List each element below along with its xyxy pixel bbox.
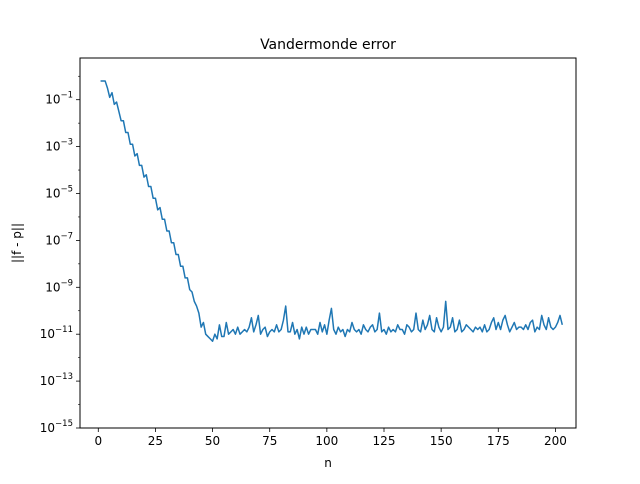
- x-tick-label: 175: [487, 434, 510, 448]
- x-axis-label: n: [324, 456, 332, 470]
- chart-title: Vandermonde error: [260, 37, 396, 53]
- y-tick-label: 10−3: [45, 138, 73, 154]
- y-axis: 10−1 10−3 10−5 10−7 10−9 10−11 10−13 10−15: [40, 75, 80, 435]
- x-tick-label: 50: [205, 434, 220, 448]
- series-layer: [100, 80, 564, 342]
- y-tick-label: 10−1: [45, 91, 73, 107]
- x-tick-label: 150: [430, 434, 453, 448]
- series-line: [100, 80, 564, 342]
- x-tick-label: 0: [94, 434, 102, 448]
- x-tick-label: 25: [148, 434, 163, 448]
- x-tick-label: 75: [262, 434, 277, 448]
- y-axis-label: ||f - p||: [10, 223, 24, 263]
- y-tick-label: 10−13: [40, 372, 73, 388]
- y-tick-label: 10−5: [45, 184, 73, 200]
- plot-area: [79, 57, 577, 429]
- x-tick-label: 200: [544, 434, 567, 448]
- y-tick-label: 10−15: [40, 419, 73, 435]
- plot-frame: [79, 57, 577, 429]
- y-tick-label: 10−11: [40, 325, 73, 341]
- y-tick-label: 10−9: [45, 278, 73, 294]
- x-tick-label: 100: [315, 434, 338, 448]
- x-tick-label: 125: [373, 434, 396, 448]
- x-axis: 0 25 50 75 100 125 150 175 200: [94, 428, 567, 448]
- y-tick-label: 10−7: [45, 231, 73, 247]
